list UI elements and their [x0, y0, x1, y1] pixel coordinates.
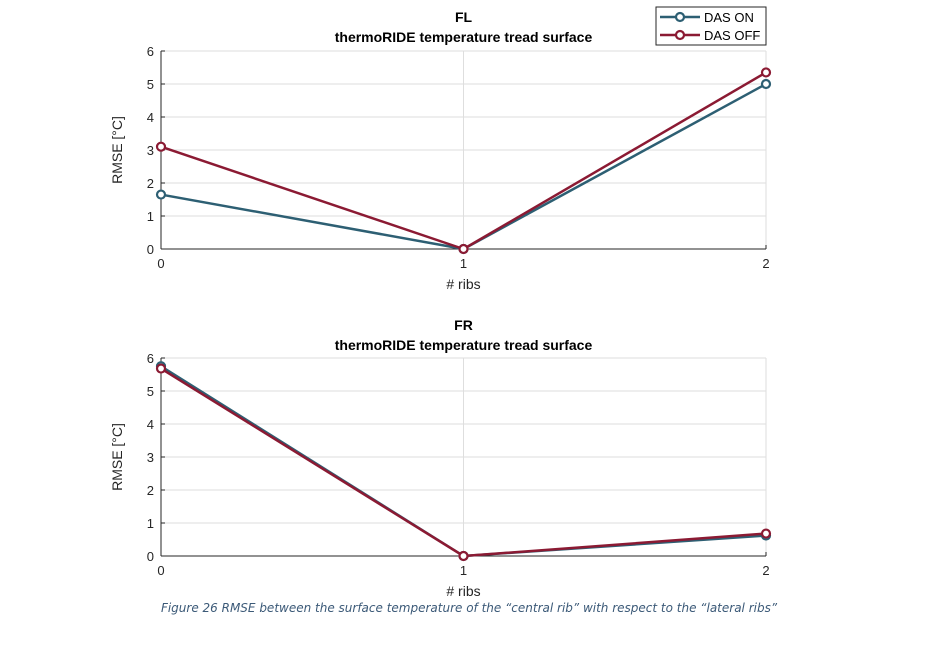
data-point [155, 363, 167, 374]
data-point [760, 67, 772, 78]
x-tick-label: 2 [762, 563, 769, 578]
data-point [155, 141, 167, 152]
legend-swatch-marker [674, 11, 686, 23]
y-axis-label: RMSE [°C] [109, 116, 125, 184]
x-tick-label: 1 [460, 256, 467, 271]
y-tick-label: 2 [147, 483, 154, 498]
x-axis-label: # ribs [446, 583, 480, 599]
data-point [155, 189, 167, 200]
legend-box [655, 6, 767, 46]
y-tick-label: 3 [147, 143, 154, 158]
y-tick-label: 6 [147, 351, 154, 366]
data-point [760, 528, 772, 539]
legend-label: DAS OFF [704, 28, 760, 43]
x-axis-label: # ribs [446, 276, 480, 292]
y-tick-label: 0 [147, 549, 154, 564]
chart-subtitle: thermoRIDE temperature tread surface [335, 29, 593, 45]
x-tick-label: 2 [762, 256, 769, 271]
figure-caption: Figure 26 RMSE between the surface tempe… [160, 601, 778, 615]
y-tick-label: 5 [147, 384, 154, 399]
y-tick-label: 1 [147, 516, 154, 531]
y-tick-label: 2 [147, 176, 154, 191]
data-point [458, 243, 469, 255]
y-tick-label: 3 [147, 450, 154, 465]
chart-title: FR [454, 317, 473, 333]
x-tick-label: 1 [460, 563, 467, 578]
y-tick-label: 4 [147, 417, 154, 432]
data-point [760, 78, 772, 90]
chart-title: FL [455, 9, 473, 25]
x-tick-label: 0 [157, 563, 164, 578]
y-axis-label: RMSE [°C] [109, 423, 125, 491]
data-point [458, 550, 469, 562]
y-tick-label: 0 [147, 242, 154, 257]
legend-label: DAS ON [704, 10, 754, 25]
figure: FL thermoRIDE temperature tread surface 0 1… [109, 6, 772, 599]
y-tick-label: 1 [147, 209, 154, 224]
y-tick-label: 5 [147, 77, 154, 92]
x-tick-label: 0 [157, 256, 164, 271]
legend-swatch-marker [674, 29, 686, 41]
y-tick-label: 4 [147, 110, 154, 125]
y-tick-label: 6 [147, 44, 154, 59]
chart-subtitle: thermoRIDE temperature tread surface [335, 337, 593, 353]
